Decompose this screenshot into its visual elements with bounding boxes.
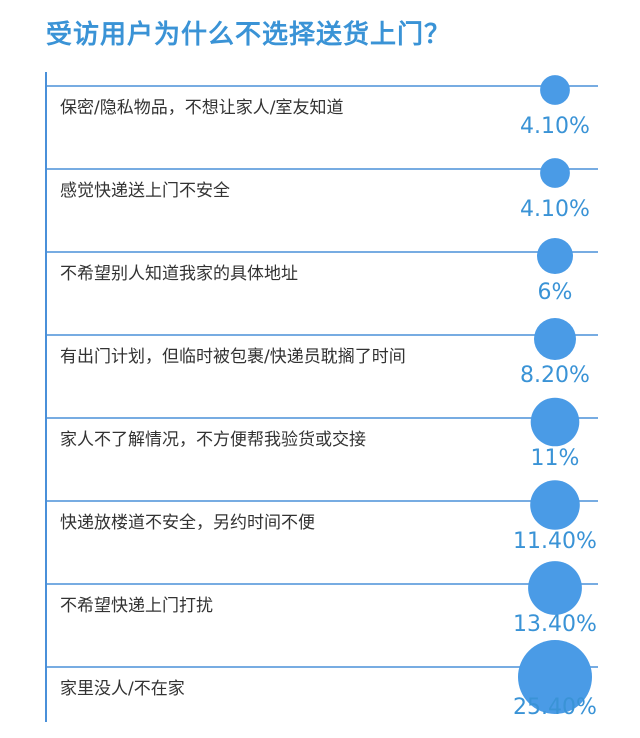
category-label: 家里没人/不在家	[60, 679, 185, 699]
data-bubble	[530, 397, 580, 447]
chart-title: 受访用户为什么不选择送货上门？	[46, 20, 452, 50]
data-label: 8.20%	[520, 363, 590, 388]
category-label: 快递放楼道不安全，另约时间不便	[60, 513, 315, 533]
category-label: 保密/隐私物品，不想让家人/室友知道	[60, 98, 343, 118]
data-label: 6%	[538, 280, 573, 305]
data-label: 11.40%	[513, 529, 597, 554]
data-bubble	[540, 75, 570, 105]
data-bubble	[540, 158, 570, 188]
data-label: 25.40%	[513, 695, 597, 720]
category-label: 感觉快递送上门不安全	[60, 181, 230, 201]
data-bubble	[537, 238, 573, 274]
category-label: 不希望快递上门打扰	[60, 596, 213, 616]
category-label: 有出门计划，但临时被包裹/快递员耽搁了时间	[60, 347, 406, 367]
data-bubble	[530, 480, 580, 530]
data-label: 11%	[531, 446, 580, 471]
data-label: 4.10%	[520, 197, 590, 222]
category-label: 不希望别人知道我家的具体地址	[60, 264, 298, 284]
data-bubble	[528, 561, 582, 615]
data-bubble	[534, 318, 576, 360]
data-label: 4.10%	[520, 114, 590, 139]
data-label: 13.40%	[513, 612, 597, 637]
data-bubble	[518, 640, 592, 714]
category-label: 家人不了解情况，不方便帮我验货或交接	[60, 430, 366, 450]
